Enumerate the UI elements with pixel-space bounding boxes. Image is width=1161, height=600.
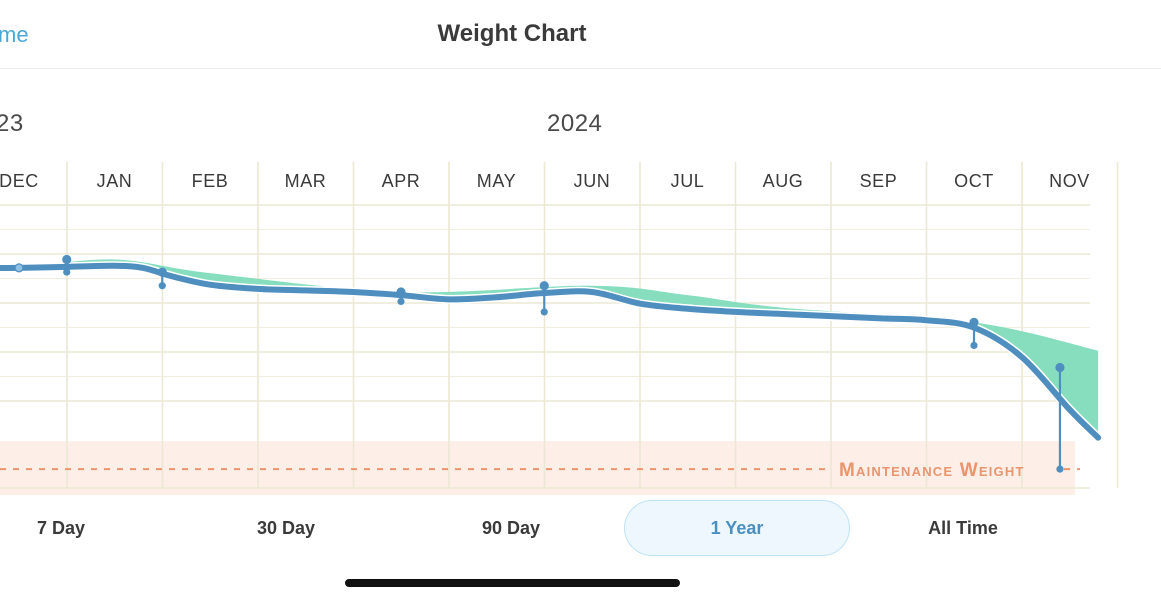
weighin-marker-point (1055, 362, 1065, 373)
month-label: JUN (574, 171, 611, 191)
back-button[interactable]: me (0, 22, 29, 47)
month-label: JAN (97, 171, 133, 191)
month-label: OCT (954, 171, 994, 191)
month-label: APR (382, 171, 421, 191)
month-label: SEP (860, 171, 898, 191)
range-30-day-button[interactable]: 30 Day (256, 517, 316, 538)
range-7-day-button[interactable]: 7 Day (36, 517, 86, 538)
weighin-marker-point (396, 287, 406, 297)
month-label: DEC (0, 171, 39, 191)
range-all-time-button[interactable]: All Time (928, 517, 998, 538)
year-label-2023: 23 (0, 110, 24, 137)
month-label: NOV (1049, 171, 1090, 191)
year-label-2024: 2024 (547, 110, 603, 137)
home-indicator (345, 579, 680, 587)
weighin-marker-point (14, 263, 24, 273)
range-1-year-button[interactable]: 1 Year (624, 500, 850, 556)
weighin-marker-point (539, 281, 549, 291)
range-90-day-button[interactable]: 90 Day (481, 517, 541, 538)
month-label: JUL (671, 171, 705, 191)
nav-bar: me Weight Chart (0, 0, 1161, 69)
weighin-marker-point (969, 317, 979, 327)
weighin-marker-point (62, 254, 72, 265)
month-label: FEB (192, 171, 229, 191)
trend-line (0, 262, 1102, 441)
weighin-marker-point (157, 267, 167, 277)
weighin-marker-end (63, 268, 71, 276)
month-label: AUG (763, 171, 804, 191)
weighin-marker-end (970, 341, 978, 350)
month-label: MAR (285, 171, 327, 191)
weighin-marker-end (540, 308, 548, 316)
weighin-marker-end (158, 282, 166, 290)
weighin-marker-end (1056, 465, 1064, 473)
maintenance-label: Maintenance Weight (839, 460, 1025, 481)
weighin-marker-end (397, 297, 405, 306)
month-label: MAY (477, 171, 516, 191)
maintenance-band (0, 441, 1075, 495)
weight-chart: DEC JAN FEB MAR APR MAY JUN JUL AUG SEP OCT NOV Main… (0, 162, 1119, 495)
range-selector: 7 Day 30 Day 90 Day 1 Year All Time (0, 500, 1161, 556)
page-title: Weight Chart (437, 20, 587, 47)
